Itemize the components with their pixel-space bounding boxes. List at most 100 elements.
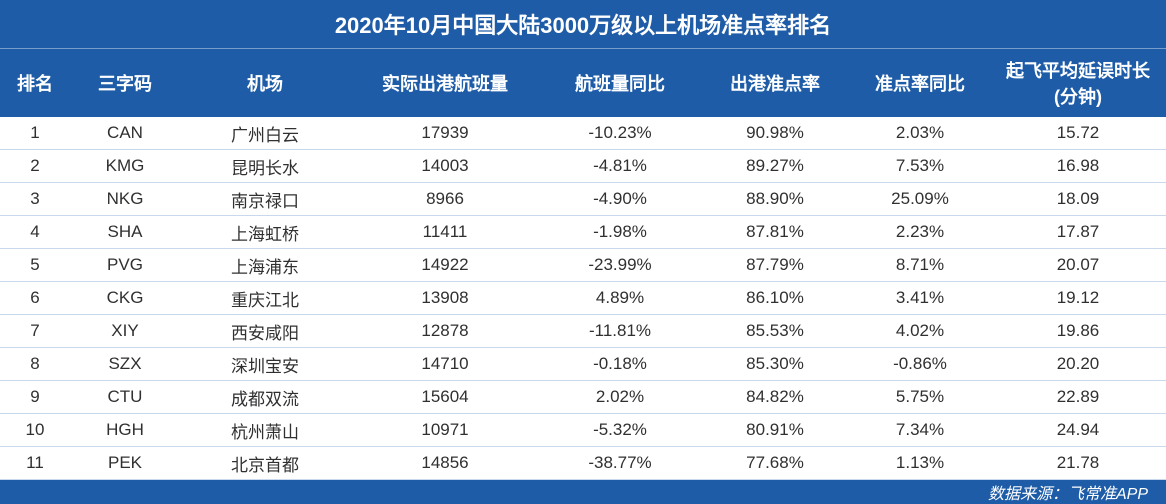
column-header: 起飞平均延误时长(分钟) [990, 57, 1166, 109]
table-cell: PVG [70, 255, 180, 275]
table-row: 4SHA上海虹桥11411-1.98%87.81%2.23%17.87 [0, 216, 1166, 249]
table-cell: 2.23% [850, 222, 990, 242]
table-cell: 4.89% [540, 288, 700, 308]
table-cell: 3 [0, 189, 70, 209]
table-cell: -23.99% [540, 255, 700, 275]
table-cell: 89.27% [700, 156, 850, 176]
table-body: 1CAN广州白云17939-10.23%90.98%2.03%15.722KMG… [0, 117, 1166, 480]
table-cell: 5.75% [850, 387, 990, 407]
column-header: 机场 [180, 70, 350, 96]
table-row: 8SZX深圳宝安14710-0.18%85.30%-0.86%20.20 [0, 348, 1166, 381]
table-cell: -0.18% [540, 354, 700, 374]
table-cell: 20.07 [990, 255, 1166, 275]
table-row: 6CKG重庆江北139084.89%86.10%3.41%19.12 [0, 282, 1166, 315]
table-row: 11PEK北京首都14856-38.77%77.68%1.13%21.78 [0, 447, 1166, 480]
column-header: 准点率同比 [850, 70, 990, 96]
table-cell: 84.82% [700, 387, 850, 407]
table-cell: 22.89 [990, 387, 1166, 407]
table-cell: -1.98% [540, 222, 700, 242]
table-cell: 90.98% [700, 123, 850, 143]
table-cell: 15.72 [990, 123, 1166, 143]
table-cell: 6 [0, 288, 70, 308]
table-cell: 10 [0, 420, 70, 440]
table-cell: 25.09% [850, 189, 990, 209]
table-cell: PEK [70, 453, 180, 473]
table-cell: 上海虹桥 [180, 220, 350, 245]
table-row: 9CTU成都双流156042.02%84.82%5.75%22.89 [0, 381, 1166, 414]
table-cell: 2 [0, 156, 70, 176]
table-cell: -4.81% [540, 156, 700, 176]
table-cell: 20.20 [990, 354, 1166, 374]
table-cell: 80.91% [700, 420, 850, 440]
table-cell: 重庆江北 [180, 286, 350, 311]
table-cell: 3.41% [850, 288, 990, 308]
column-header: 排名 [0, 70, 70, 96]
column-headers: 排名三字码机场实际出港航班量航班量同比出港准点率准点率同比起飞平均延误时长(分钟… [0, 48, 1166, 117]
column-header: 实际出港航班量 [350, 70, 540, 96]
table-cell: 14003 [350, 156, 540, 176]
table-cell: 77.68% [700, 453, 850, 473]
table-row: 7XIY西安咸阳12878-11.81%85.53%4.02%19.86 [0, 315, 1166, 348]
table-cell: 2.03% [850, 123, 990, 143]
table-cell: SHA [70, 222, 180, 242]
table-cell: 2.02% [540, 387, 700, 407]
table-cell: 7.53% [850, 156, 990, 176]
data-source-footer: 数据来源：飞常准APP [0, 480, 1166, 504]
table-cell: 10971 [350, 420, 540, 440]
table-cell: SZX [70, 354, 180, 374]
table-cell: CAN [70, 123, 180, 143]
table-cell: 杭州萧山 [180, 418, 350, 443]
table-cell: -4.90% [540, 189, 700, 209]
table-cell: 5 [0, 255, 70, 275]
table-cell: 4 [0, 222, 70, 242]
table-cell: 西安咸阳 [180, 319, 350, 344]
table-cell: 7 [0, 321, 70, 341]
table-cell: 8.71% [850, 255, 990, 275]
table-cell: -5.32% [540, 420, 700, 440]
table-title: 2020年10月中国大陆3000万级以上机场准点率排名 [0, 0, 1166, 48]
table-cell: -10.23% [540, 123, 700, 143]
table-cell: 21.78 [990, 453, 1166, 473]
table-cell: CTU [70, 387, 180, 407]
column-header: 出港准点率 [700, 70, 850, 96]
table-cell: -38.77% [540, 453, 700, 473]
table-cell: 北京首都 [180, 451, 350, 476]
table-cell: 7.34% [850, 420, 990, 440]
table-cell: 15604 [350, 387, 540, 407]
table-cell: 13908 [350, 288, 540, 308]
table-cell: -11.81% [540, 321, 700, 341]
table-cell: 14710 [350, 354, 540, 374]
table-cell: 4.02% [850, 321, 990, 341]
table-cell: 9 [0, 387, 70, 407]
table-cell: 昆明长水 [180, 154, 350, 179]
table-cell: 88.90% [700, 189, 850, 209]
table-row: 3NKG南京禄口8966-4.90%88.90%25.09%18.09 [0, 183, 1166, 216]
table-cell: KMG [70, 156, 180, 176]
table-cell: 深圳宝安 [180, 352, 350, 377]
table-cell: 14856 [350, 453, 540, 473]
table-cell: 19.12 [990, 288, 1166, 308]
table-cell: 87.81% [700, 222, 850, 242]
table-cell: 19.86 [990, 321, 1166, 341]
table-cell: 87.79% [700, 255, 850, 275]
table-row: 5PVG上海浦东14922-23.99%87.79%8.71%20.07 [0, 249, 1166, 282]
table-row: 10HGH杭州萧山10971-5.32%80.91%7.34%24.94 [0, 414, 1166, 447]
table-cell: 17939 [350, 123, 540, 143]
table-cell: 成都双流 [180, 385, 350, 410]
table-cell: 8966 [350, 189, 540, 209]
table-cell: 85.30% [700, 354, 850, 374]
table-cell: 86.10% [700, 288, 850, 308]
column-header: 三字码 [70, 70, 180, 96]
table-cell: 17.87 [990, 222, 1166, 242]
table-cell: 南京禄口 [180, 187, 350, 212]
column-header: 航班量同比 [540, 70, 700, 96]
table-cell: 11 [0, 453, 70, 473]
table-cell: HGH [70, 420, 180, 440]
table-cell: 上海浦东 [180, 253, 350, 278]
table-cell: 14922 [350, 255, 540, 275]
table-cell: 24.94 [990, 420, 1166, 440]
table-cell: NKG [70, 189, 180, 209]
table-cell: 16.98 [990, 156, 1166, 176]
table-cell: 广州白云 [180, 121, 350, 146]
table-cell: XIY [70, 321, 180, 341]
